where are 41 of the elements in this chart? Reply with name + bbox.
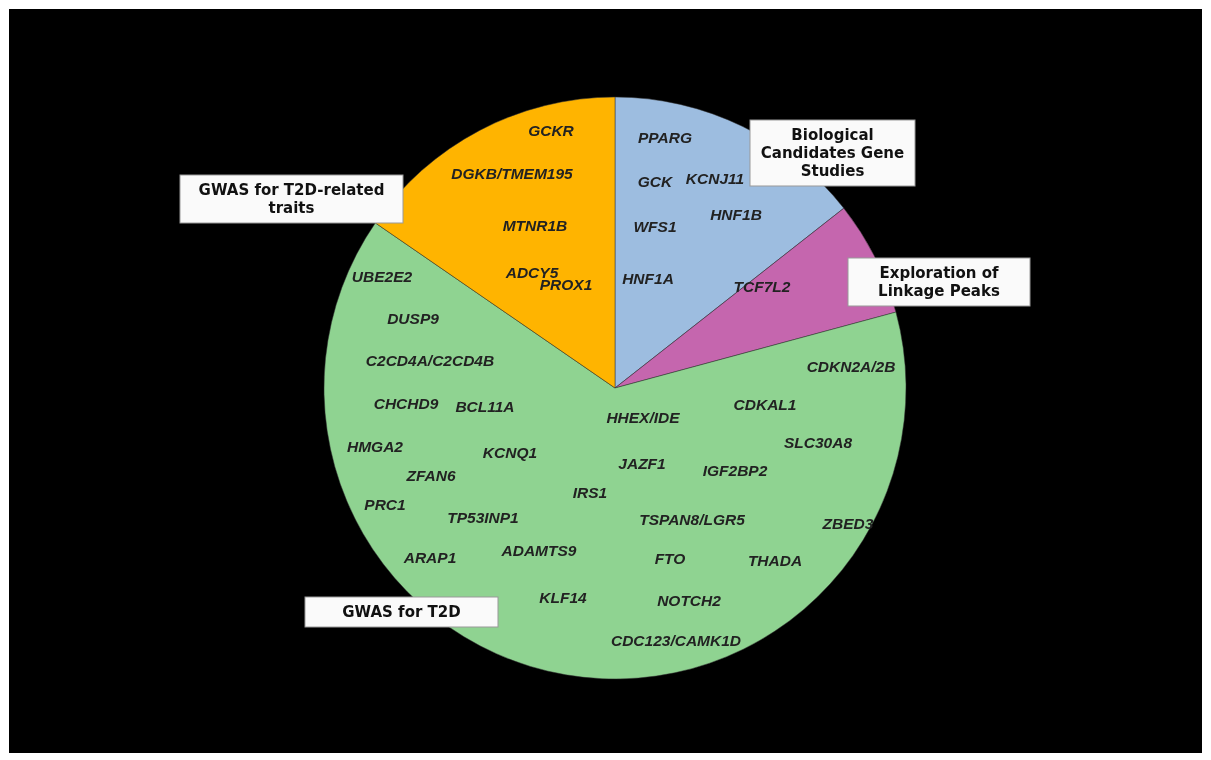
text: ADCY5 xyxy=(504,263,559,281)
text: ZFAN6 xyxy=(405,466,456,484)
text: HHEX/IDE xyxy=(606,408,681,426)
text: GCKR xyxy=(528,121,575,139)
text: ARAP1 xyxy=(402,548,457,566)
text: NOTCH2 xyxy=(657,591,722,609)
text: TSPAN8/LGR5 xyxy=(639,510,746,528)
text: CDC123/CAMK1D xyxy=(610,631,742,649)
text: WFS1 xyxy=(633,217,677,235)
text: CDKAL1 xyxy=(733,395,797,413)
text: KCNQ1 xyxy=(482,443,538,461)
text: TP53INP1 xyxy=(447,508,519,526)
text: KCNJ11 xyxy=(685,169,745,187)
text: MTNR1B xyxy=(502,216,568,234)
text: SLC30A8 xyxy=(783,433,853,451)
text: IRS1 xyxy=(572,483,608,501)
text: C2CD4A/C2CD4B xyxy=(365,351,495,369)
text: HMGA2 xyxy=(347,437,404,455)
slice-label: Biological Candidates Gene Studies xyxy=(760,126,905,180)
text: PRC1 xyxy=(364,495,406,513)
text: TCF7L2 xyxy=(733,277,791,295)
text: ZBED3 xyxy=(821,514,874,532)
text: HNF1A xyxy=(622,269,674,287)
text: BCL11A xyxy=(455,397,515,415)
text: CDKN2A/2B xyxy=(806,357,896,375)
text: HNF1B xyxy=(710,205,762,223)
text: KLF14 xyxy=(539,588,588,606)
text: DUSP9 xyxy=(387,309,440,327)
text: GCK xyxy=(637,172,675,190)
slice-label: GWAS for T2D-related traits xyxy=(198,181,385,217)
text: PPARG xyxy=(638,128,692,146)
text: UBE2E2 xyxy=(351,267,413,285)
text: FTO xyxy=(654,549,686,567)
text: DGKB/TMEM195 xyxy=(451,164,574,182)
text: ADAMTS9 xyxy=(500,541,577,559)
text: CHCHD9 xyxy=(373,394,439,412)
text: IGF2BP2 xyxy=(702,461,768,479)
text: JAZF1 xyxy=(618,454,666,472)
text: THADA xyxy=(747,551,803,569)
slice-label: GWAS for T2D xyxy=(342,603,461,621)
slice-label: Exploration of Linkage Peaks xyxy=(878,264,1000,300)
